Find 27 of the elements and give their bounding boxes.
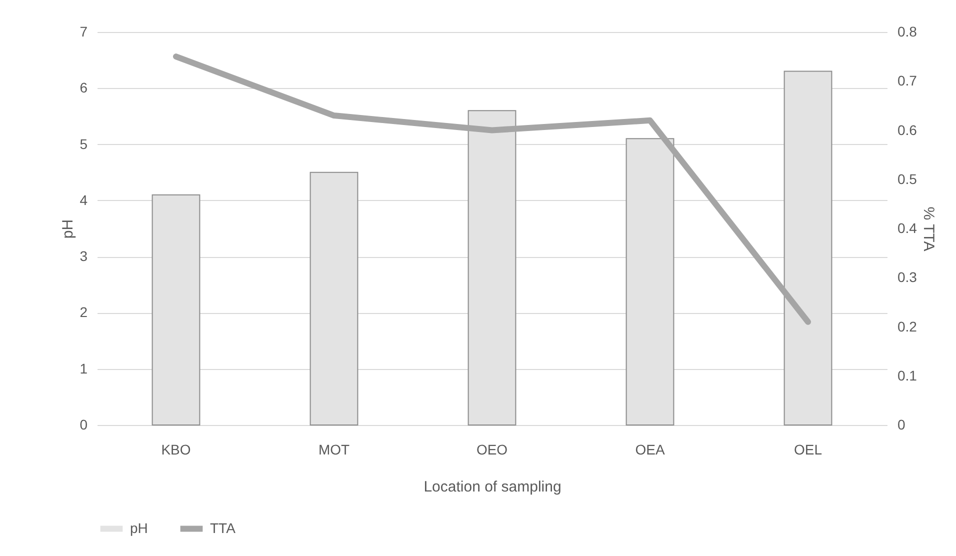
y2-tick-label: 0.1 xyxy=(898,367,918,384)
x-tick-label: OEA xyxy=(635,442,666,458)
x-axis-title: Location of sampling xyxy=(424,478,562,496)
y2-tick-label: 0.7 xyxy=(898,72,918,89)
y-tick-label: 4 xyxy=(80,192,88,208)
y2-tick-label: 0.3 xyxy=(898,269,918,286)
x-tick-label: MOT xyxy=(318,442,350,458)
legend-label: pH xyxy=(130,520,148,536)
y2-tick-label: 0.6 xyxy=(898,122,918,138)
y2-tick-label: 0.2 xyxy=(898,318,918,334)
y-tick-label: 6 xyxy=(80,80,88,96)
y-tick-label: 5 xyxy=(80,136,88,152)
y2-tick-label: 0.4 xyxy=(898,220,918,236)
y2-tick-label: 0.8 xyxy=(898,24,918,40)
y-tick-label: 2 xyxy=(80,304,88,320)
x-tick-label: OEL xyxy=(794,442,822,458)
x-tick-label: OEO xyxy=(476,442,508,458)
y-tick-label: 3 xyxy=(80,248,88,264)
y2-axis-title: % TTA xyxy=(920,206,937,252)
y2-tick-label: 0 xyxy=(898,416,906,432)
legend-label: TTA xyxy=(210,520,236,536)
y-tick-label: 1 xyxy=(80,360,88,376)
y-axis-title: pH xyxy=(60,219,77,239)
y-tick-label: 7 xyxy=(80,24,88,40)
y-tick-label: 0 xyxy=(80,416,88,432)
y2-tick-label: 0.5 xyxy=(898,170,918,187)
x-tick-label: KBO xyxy=(161,442,191,458)
